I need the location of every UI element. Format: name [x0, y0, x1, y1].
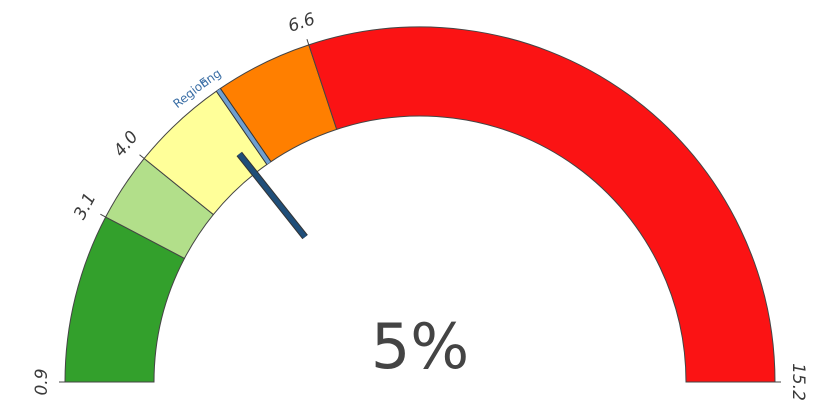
- gauge-value-text: 5%: [371, 310, 469, 383]
- gauge-tick-label-0: 0.9: [32, 368, 52, 395]
- gauge-tick-label-2: 4.0: [110, 127, 143, 161]
- gauge-tick-1: [100, 213, 106, 218]
- gauge-tick-label-4: 15.2: [788, 363, 808, 401]
- gauge-tick-label-3: 6.6: [286, 9, 318, 37]
- gauge-tick-label-1: 3.1: [70, 190, 100, 223]
- gauge-tick-2: [139, 154, 145, 159]
- gauge-band-4: [308, 26, 776, 383]
- gauge-marker-0: [237, 152, 308, 239]
- gauge-tick-3: [306, 39, 310, 46]
- gauge-marker-1: [216, 88, 271, 165]
